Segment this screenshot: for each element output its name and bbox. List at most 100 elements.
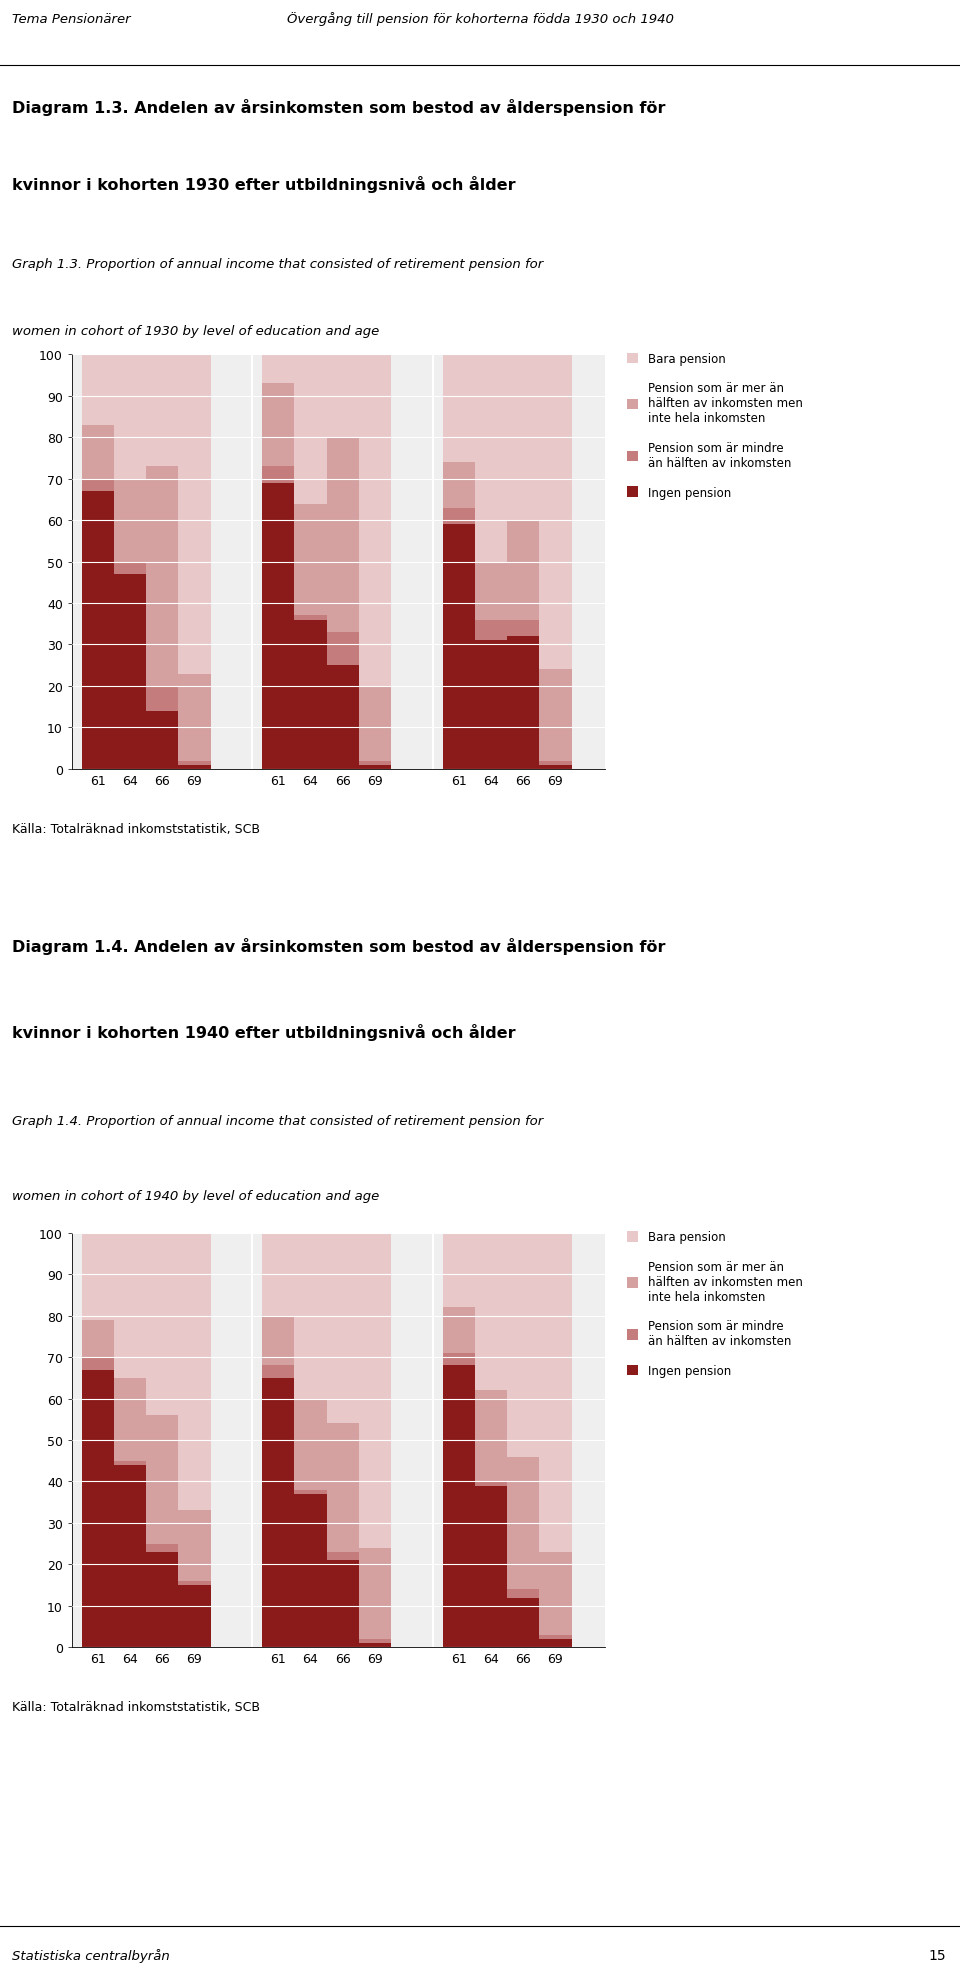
Bar bbox=[179, 355, 210, 675]
Bar bbox=[359, 1233, 391, 1549]
Bar bbox=[359, 687, 391, 762]
Text: Statistiska centralbyrån: Statistiska centralbyrån bbox=[12, 1947, 169, 1961]
Bar bbox=[540, 1636, 571, 1640]
Bar bbox=[82, 355, 114, 426]
Bar bbox=[475, 620, 507, 641]
Bar bbox=[507, 355, 540, 521]
Bar bbox=[507, 1456, 540, 1590]
Bar bbox=[114, 562, 146, 574]
Bar bbox=[475, 1482, 507, 1486]
Bar bbox=[326, 667, 359, 769]
Bar bbox=[179, 1580, 210, 1586]
Legend: Bara pension, Pension som är mer än
hälften av inkomsten men
inte hela inkomsten: Bara pension, Pension som är mer än hälf… bbox=[627, 1231, 803, 1377]
Bar bbox=[262, 483, 295, 769]
Bar bbox=[295, 1399, 326, 1490]
Bar bbox=[295, 1233, 326, 1399]
Bar bbox=[114, 1377, 146, 1460]
Bar bbox=[82, 1369, 114, 1647]
Bar bbox=[359, 1644, 391, 1647]
Bar bbox=[540, 762, 571, 766]
Bar bbox=[114, 355, 146, 479]
Bar bbox=[507, 1590, 540, 1598]
Bar bbox=[262, 1316, 295, 1365]
Bar bbox=[179, 762, 210, 766]
Bar bbox=[82, 491, 114, 769]
Bar bbox=[359, 1549, 391, 1640]
Bar bbox=[507, 1598, 540, 1647]
Bar bbox=[540, 1233, 571, 1553]
Text: Diagram 1.4. Andelen av årsinkomsten som bestod av ålderspension för: Diagram 1.4. Andelen av årsinkomsten som… bbox=[12, 937, 665, 955]
Bar bbox=[443, 1233, 475, 1308]
Bar bbox=[262, 1365, 295, 1377]
Bar bbox=[540, 1553, 571, 1636]
Text: Övergång till pension för kohorterna födda 1930 och 1940: Övergång till pension för kohorterna föd… bbox=[287, 12, 673, 26]
Bar bbox=[146, 468, 179, 687]
Text: Tema Pensionärer: Tema Pensionärer bbox=[12, 14, 131, 26]
Bar bbox=[540, 671, 571, 762]
Bar bbox=[507, 637, 540, 769]
Bar bbox=[146, 712, 179, 769]
Text: Diagram 1.3. Andelen av årsinkomsten som bestod av ålderspension för: Diagram 1.3. Andelen av årsinkomsten som… bbox=[12, 99, 665, 116]
Bar bbox=[326, 1233, 359, 1425]
Bar bbox=[82, 1357, 114, 1369]
Bar bbox=[326, 1425, 359, 1553]
Bar bbox=[443, 1365, 475, 1647]
Bar bbox=[540, 355, 571, 671]
Text: women in cohort of 1940 by level of education and age: women in cohort of 1940 by level of educ… bbox=[12, 1190, 379, 1202]
Bar bbox=[82, 426, 114, 479]
Bar bbox=[359, 766, 391, 769]
Bar bbox=[326, 1553, 359, 1561]
Bar bbox=[359, 355, 391, 687]
Bar bbox=[443, 525, 475, 769]
Bar bbox=[262, 468, 295, 483]
Bar bbox=[295, 616, 326, 620]
Bar bbox=[114, 1466, 146, 1647]
Text: Källa: Totalräknad inkomststatistik, SCB: Källa: Totalräknad inkomststatistik, SCB bbox=[12, 1701, 259, 1713]
Bar bbox=[475, 641, 507, 769]
Bar bbox=[359, 762, 391, 766]
Bar bbox=[179, 1586, 210, 1647]
Bar bbox=[295, 1490, 326, 1494]
Bar bbox=[326, 633, 359, 667]
Bar bbox=[295, 620, 326, 769]
Text: kvinnor i kohorten 1930 efter utbildningsnivå och ålder: kvinnor i kohorten 1930 efter utbildning… bbox=[12, 176, 516, 193]
Bar bbox=[295, 1494, 326, 1647]
Bar bbox=[262, 355, 295, 385]
Bar bbox=[262, 1377, 295, 1647]
Bar bbox=[443, 1308, 475, 1353]
Bar bbox=[507, 1233, 540, 1456]
Bar bbox=[82, 479, 114, 491]
Bar bbox=[359, 1640, 391, 1644]
Bar bbox=[326, 438, 359, 633]
Bar bbox=[179, 1511, 210, 1580]
Text: women in cohort of 1930 by level of education and age: women in cohort of 1930 by level of educ… bbox=[12, 324, 379, 337]
Bar bbox=[146, 1553, 179, 1647]
Bar bbox=[475, 1233, 507, 1391]
Bar bbox=[443, 1353, 475, 1365]
Bar bbox=[114, 1233, 146, 1377]
Bar bbox=[475, 355, 507, 562]
Bar bbox=[114, 1460, 146, 1466]
Bar bbox=[443, 509, 475, 525]
Bar bbox=[82, 1320, 114, 1357]
Bar bbox=[114, 574, 146, 769]
Bar bbox=[146, 1543, 179, 1553]
Bar bbox=[475, 562, 507, 620]
Bar bbox=[507, 620, 540, 637]
Bar bbox=[146, 1233, 179, 1415]
Bar bbox=[82, 1233, 114, 1320]
Bar bbox=[179, 675, 210, 762]
Bar bbox=[475, 1391, 507, 1482]
Text: Graph 1.3. Proportion of annual income that consisted of retirement pension for: Graph 1.3. Proportion of annual income t… bbox=[12, 258, 542, 270]
Bar bbox=[540, 766, 571, 769]
Legend: Bara pension, Pension som är mer än
hälften av inkomsten men
inte hela inkomsten: Bara pension, Pension som är mer än hälf… bbox=[627, 353, 803, 499]
Text: 15: 15 bbox=[928, 1947, 946, 1961]
Bar bbox=[443, 464, 475, 509]
Bar bbox=[443, 355, 475, 464]
Bar bbox=[262, 1233, 295, 1316]
Bar bbox=[179, 766, 210, 769]
Bar bbox=[475, 1486, 507, 1647]
Bar bbox=[540, 1640, 571, 1647]
Bar bbox=[326, 355, 359, 438]
Bar bbox=[146, 355, 179, 468]
